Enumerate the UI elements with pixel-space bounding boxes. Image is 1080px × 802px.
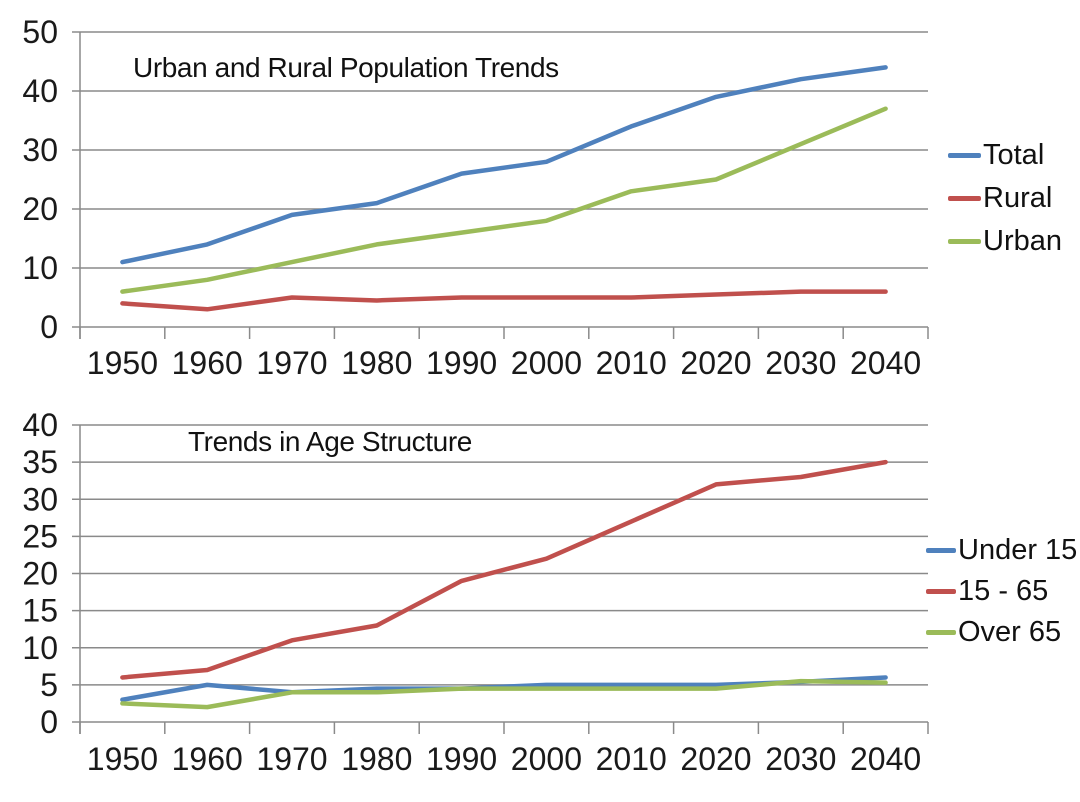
legend-label: Under 15 [958,534,1078,566]
legend-line-under-15 [926,547,956,553]
y-tick-label: 25 [22,518,58,554]
legend-item-total: Total [948,140,1062,170]
x-tick-label: 1990 [426,345,497,381]
series-line-total [120,65,888,265]
legend-line-over-65 [926,629,956,635]
legend-label: Total [983,139,1045,171]
y-tick-label: 0 [40,704,58,740]
legend-label: Urban [983,225,1062,257]
series-line-over-65 [120,678,888,710]
legend-item-over-65: Over 65 [926,617,1077,647]
legend: Under 15 15 - 65 Over 65 [926,535,1077,647]
legend-item-rural: Rural [948,183,1062,213]
legend-item-15-65: 15 - 65 [926,576,1077,606]
y-tick-label: 30 [22,481,58,517]
y-tick-label: 40 [22,73,58,109]
x-tick-label: 1980 [341,345,412,381]
legend-item-urban: Urban [948,226,1062,256]
y-tick-label: 0 [40,309,58,345]
legend-label: Rural [983,182,1053,214]
legend: Total Rural Urban [948,140,1062,256]
legend-label: Over 65 [958,616,1062,648]
x-tick-label: 1960 [172,345,243,381]
y-tick-label: 20 [22,556,58,592]
legend-item-under-15: Under 15 [926,535,1077,565]
y-tick-label: 20 [22,191,58,227]
x-tick-label: 1950 [87,741,158,777]
x-tick-label: 2040 [850,741,921,777]
y-tick-label: 50 [22,14,58,50]
x-tick-label: 1990 [426,741,497,777]
y-tick-label: 35 [22,444,58,480]
series-line-urban [120,106,888,294]
y-tick-label: 5 [40,667,58,703]
age-structure-chart: 0 5 10 15 20 25 30 35 40 1950 1960 1970 1980 1990 2000… [0,400,1080,802]
legend-line-15-65 [926,588,956,594]
x-tick-label: 1960 [172,741,243,777]
series-line-rural [120,289,888,312]
y-tick-label: 15 [22,593,58,629]
legend-line-total [948,152,981,158]
x-tick-label: 2040 [850,345,921,381]
series-line-15-65 [120,459,888,680]
x-tick-label: 1950 [87,345,158,381]
x-tick-label: 1970 [256,741,327,777]
legend-line-rural [948,195,981,201]
x-tick-label: 2030 [765,741,836,777]
x-tick-label: 1970 [256,345,327,381]
y-tick-label: 10 [22,250,58,286]
x-tick-label: 2010 [596,345,667,381]
x-tick-label: 2020 [680,345,751,381]
legend-line-urban [948,238,981,244]
x-tick-label: 2000 [511,741,582,777]
urban-rural-population-chart: 0 10 20 30 40 50 1950 1960 1970 1980 1990 2000 2010 2… [0,0,1080,400]
y-tick-label: 10 [22,630,58,666]
x-tick-label: 1980 [341,741,412,777]
x-tick-label: 2030 [765,345,836,381]
x-tick-label: 2000 [511,345,582,381]
chart-title: Trends in Age Structure [188,426,472,457]
legend-label: 15 - 65 [958,575,1049,607]
y-tick-label: 40 [22,407,58,443]
y-tick-label: 30 [22,132,58,168]
chart-title: Urban and Rural Population Trends [133,52,559,83]
x-tick-label: 2010 [596,741,667,777]
x-tick-label: 2020 [680,741,751,777]
